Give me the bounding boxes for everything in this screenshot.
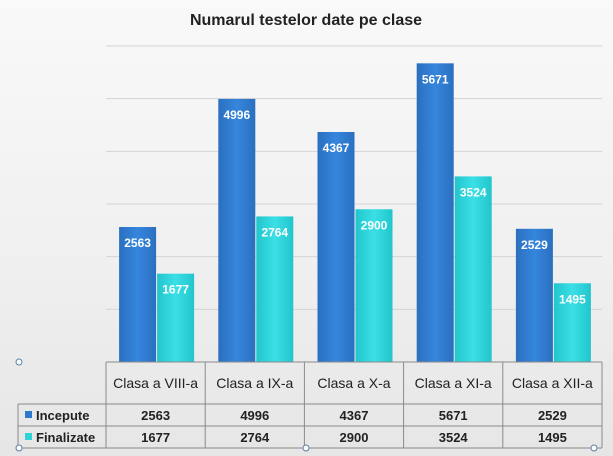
table-value-cell: 5671	[439, 408, 468, 423]
bar-incepute	[218, 98, 256, 363]
resize-handle[interactable]	[302, 444, 310, 452]
table-category-header: Clasa a VIII-a	[113, 375, 198, 391]
bar-value-label: 4367	[323, 141, 350, 155]
bar-finalizate	[454, 176, 492, 362]
table-value-cell: 2900	[340, 430, 369, 445]
table-category-header: Clasa a X-a	[317, 375, 390, 391]
bar-value-label: 2764	[261, 225, 288, 239]
table-value-cell: 1677	[141, 430, 170, 445]
bar-value-label: 4996	[223, 108, 250, 122]
table-category-header: Clasa a XII-a	[512, 375, 593, 391]
bar-finalizate	[157, 273, 195, 362]
table-category-header: Clasa a IX-a	[216, 375, 293, 391]
legend-label: Incepute	[36, 408, 89, 423]
bar-value-label: 3524	[460, 185, 487, 199]
data-labels: 2563 4996 4367 5671 2529 1677 2764 2900 3524 1495	[124, 72, 586, 306]
table-value-cell: 4367	[340, 408, 369, 423]
bar-value-label: 1677	[162, 283, 189, 297]
bar-finalizate	[355, 209, 393, 362]
table-value-cell: 3524	[439, 430, 469, 445]
table-value-cell: 2563	[141, 408, 170, 423]
table-value-cell: 1495	[538, 430, 567, 445]
table-category-header: Clasa a XI-a	[415, 375, 492, 391]
bar-incepute	[119, 227, 157, 362]
bar-value-label: 5671	[422, 72, 449, 86]
legend-key-incepute	[25, 411, 32, 418]
bars	[119, 63, 591, 363]
bar-incepute	[317, 132, 355, 362]
bar-value-label: 2900	[361, 218, 388, 232]
legend-key-finalizate	[25, 433, 32, 440]
table-value-cell: 4996	[240, 408, 269, 423]
bar-finalizate	[553, 283, 591, 362]
bar-value-label: 2529	[521, 238, 548, 252]
legend-label: Finalizate	[36, 430, 95, 445]
bar-incepute	[416, 63, 454, 362]
bar-value-label: 2563	[124, 236, 151, 250]
resize-handle[interactable]	[15, 358, 23, 366]
bar-value-label: 1495	[559, 292, 586, 306]
bar-incepute	[515, 228, 553, 362]
selection-handles[interactable]	[15, 358, 598, 452]
table-value-cell: 2764	[240, 430, 270, 445]
resize-handle[interactable]	[15, 444, 23, 452]
bar-finalizate	[256, 216, 294, 362]
table-value-cell: 2529	[538, 408, 567, 423]
resize-handle[interactable]	[590, 444, 598, 452]
data-table: Clasa a VIII-a Clasa a IX-a Clasa a X-a Cla…	[17, 361, 603, 449]
chart-title: Numarul testelor date pe clase	[190, 12, 422, 29]
